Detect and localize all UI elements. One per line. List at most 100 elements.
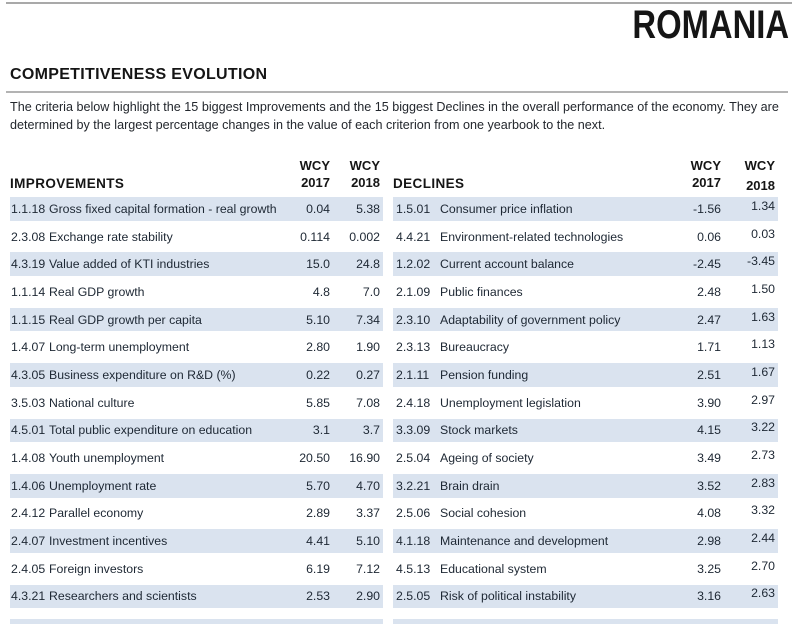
criterion-id: 4.3.19: [11, 257, 46, 272]
wcy-2018-value: 2.44: [751, 531, 775, 546]
top-rule: [6, 2, 792, 4]
criterion-row: 1.1.15 Real GDP growth per capita 5.10 7.34: [10, 305, 383, 334]
criterion-label: Bureaucracy: [440, 340, 510, 355]
criterion-id: 4.4.21: [396, 229, 431, 244]
wcy-2017-value: 2.51: [697, 367, 721, 382]
criterion-id: 4.3.21: [11, 589, 46, 604]
criterion-label: Consumer price inflation: [440, 201, 573, 216]
wcy-2017-value: 4.8: [312, 284, 330, 299]
criterion-label: Real GDP growth per capita: [49, 312, 202, 327]
section-rule: [6, 91, 788, 93]
criterion-label: Foreign investors: [49, 561, 144, 576]
criterion-label: Ageing of society: [440, 451, 534, 466]
wcy-2017-value: 2.98: [697, 534, 721, 549]
criterion-id: 1.4.08: [11, 451, 46, 466]
criterion-id: 2.5.06: [396, 506, 431, 521]
criterion-label: Unemployment legislation: [440, 395, 581, 410]
wcy-2018-value: 1.63: [751, 309, 775, 324]
criterion-id: 2.3.13: [396, 340, 431, 355]
wcy-2017-value: 20.50: [299, 451, 330, 466]
section-title: COMPETITIVENESS EVOLUTION: [10, 66, 268, 83]
criterion-id: 4.5.13: [396, 561, 431, 576]
wcy-2017-value: 3.25: [697, 561, 721, 576]
wcy-2017-value: 6.19: [306, 561, 330, 576]
wcy-2017-value: 2.53: [306, 589, 330, 604]
criterion-id: 4.1.18: [396, 534, 431, 549]
criterion-row: 1.4.07 Long-term unemployment 2.80 1.90: [10, 333, 383, 362]
wcy-2017-value: 3.52: [697, 478, 721, 493]
criterion-row: 2.3.13 Bureaucracy 1.71 1.13: [393, 333, 778, 362]
wcy-2018-value: 1.50: [751, 281, 775, 296]
wcy-2017-value: 2.48: [697, 284, 721, 299]
criterion-id: 2.4.05: [11, 561, 46, 576]
criterion-label: Business expenditure on R&D (%): [49, 367, 236, 382]
wcy-2017-value: 5.70: [306, 478, 330, 493]
wcy-2018-value: 2.97: [751, 392, 775, 407]
year-2017-label: 2017: [301, 175, 330, 190]
wcy-2017-value: 0.114: [300, 229, 330, 244]
improvements-title: IMPROVEMENTS: [10, 176, 125, 191]
criterion-row: 1.5.01 Consumer price inflation -1.56 1.34: [393, 195, 778, 223]
criterion-label: Social cohesion: [440, 506, 527, 521]
wcy-2018-value: 7.12: [356, 561, 380, 576]
criterion-id: 4.3.05: [11, 367, 46, 382]
country-title: ROMANIA: [632, 3, 789, 47]
year-2018-label: 2018: [351, 175, 380, 190]
criterion-label: Stock markets: [440, 423, 518, 438]
criterion-label: Brain drain: [440, 478, 500, 493]
wcy-2018-value: 3.37: [356, 506, 380, 521]
wcy-2018-value: 0.03: [751, 226, 775, 241]
wcy-2018-value: 3.32: [751, 503, 775, 518]
criterion-label: Current account balance: [440, 257, 574, 272]
criterion-row: 4.3.21 Researchers and scientists 2.53 2.90: [10, 582, 383, 611]
wcy-2017-value: 1.71: [697, 340, 721, 355]
wcy-2017-value: 4.41: [306, 534, 330, 549]
year-2017-label: 2017: [692, 175, 721, 190]
criterion-label: Maintenance and development: [440, 534, 609, 549]
criterion-label: Real GDP growth: [49, 284, 145, 299]
criterion-id: 3.3.09: [396, 423, 431, 438]
criterion-row: 3.2.21 Brain drain 3.52 2.83: [393, 471, 778, 500]
wcy-2017-value: 0.04: [306, 201, 330, 216]
criterion-id: 1.2.02: [396, 257, 431, 272]
wcy-2018-value: 5.10: [356, 534, 380, 549]
criterion-id: 2.5.04: [396, 451, 431, 466]
improvements-header: IMPROVEMENTS WCY 2017 WCY 2018: [10, 150, 383, 195]
year-2018-label: 2018: [746, 178, 775, 193]
improvements-rows: 1.1.18 Gross fixed capital formation - re…: [10, 195, 383, 611]
criterion-row: 2.3.10 Adaptability of government policy 2…: [393, 305, 778, 334]
criterion-row: 2.5.05 Risk of political instability 3.16 2…: [393, 582, 778, 611]
criterion-id: 2.5.05: [396, 589, 431, 604]
wcy-2017-value: 0.22: [306, 367, 330, 382]
criterion-row: 2.5.04 Ageing of society 3.49 2.73: [393, 444, 778, 472]
criterion-label: Total public expenditure on education: [49, 423, 253, 438]
criterion-row: 2.1.11 Pension funding 2.51 1.67: [393, 361, 778, 389]
criterion-id: 2.3.08: [11, 229, 46, 244]
wcy-2018-value: -3.45: [746, 254, 775, 269]
wcy-2018-value: 3.22: [751, 420, 775, 435]
criterion-label: Parallel economy: [49, 506, 144, 521]
next-section-partial-row: [10, 619, 383, 624]
criterion-row: 4.1.18 Maintenance and development 2.98 2.4…: [393, 527, 778, 555]
criterion-id: 2.1.09: [396, 284, 431, 299]
declines-table: DECLINES WCY 2017 WCY 2018 1.5.01 Consume…: [393, 150, 778, 624]
wcy-label: WCY: [299, 158, 330, 173]
criterion-row: 3.5.03 National culture 5.85 7.08: [10, 388, 383, 417]
wcy-2017-value: 15.0: [306, 257, 330, 272]
criterion-label: Youth unemployment: [49, 451, 165, 466]
criterion-id: 1.1.14: [11, 284, 46, 299]
wcy-label: WCY: [744, 158, 775, 173]
criterion-row: 4.5.01 Total public expenditure on educat…: [10, 416, 383, 445]
section-description: The criteria below highlight the 15 bigg…: [10, 100, 779, 132]
criterion-row: 2.4.12 Parallel economy 2.89 3.37: [10, 499, 383, 528]
criterion-id: 1.1.15: [11, 312, 46, 327]
criterion-label: National culture: [49, 395, 135, 410]
criterion-id: 1.4.07: [11, 340, 46, 355]
wcy-2018-column-header: WCY 2018: [330, 157, 383, 195]
criterion-id: 4.5.01: [11, 423, 46, 438]
criterion-row: 2.1.09 Public finances 2.48 1.50: [393, 278, 778, 306]
criterion-label: Unemployment rate: [49, 478, 157, 493]
wcy-2017-value: 3.1: [312, 423, 330, 438]
wcy-2017-value: 3.49: [697, 451, 721, 466]
